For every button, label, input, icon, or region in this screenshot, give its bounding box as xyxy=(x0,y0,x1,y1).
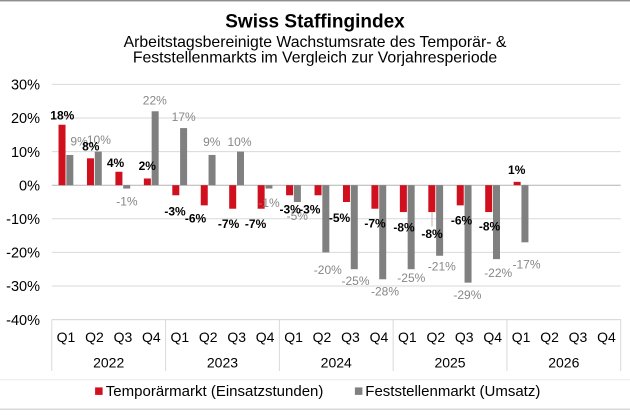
svg-text:-7%: -7% xyxy=(364,217,386,231)
svg-text:Q1: Q1 xyxy=(284,329,303,345)
svg-text:0%: 0% xyxy=(19,178,40,194)
svg-text:-3%: -3% xyxy=(164,204,186,218)
svg-text:-25%: -25% xyxy=(397,271,425,285)
svg-text:2025: 2025 xyxy=(434,355,465,371)
svg-text:Q4: Q4 xyxy=(370,329,389,345)
svg-text:Q4: Q4 xyxy=(483,329,502,345)
svg-text:Q1: Q1 xyxy=(512,329,531,345)
svg-text:10%: 10% xyxy=(11,145,40,161)
svg-text:-1%: -1% xyxy=(116,194,138,208)
svg-text:Q3: Q3 xyxy=(341,329,360,345)
svg-text:Q1: Q1 xyxy=(170,329,189,345)
svg-text:Q1: Q1 xyxy=(398,329,417,345)
svg-text:-7%: -7% xyxy=(218,217,240,231)
svg-text:-6%: -6% xyxy=(451,213,473,227)
svg-text:2026: 2026 xyxy=(548,355,579,371)
svg-text:Q2: Q2 xyxy=(85,329,104,345)
svg-text:-17%: -17% xyxy=(512,257,540,271)
svg-text:-20%: -20% xyxy=(314,263,342,277)
svg-text:-21%: -21% xyxy=(428,260,456,274)
svg-text:Q2: Q2 xyxy=(426,329,445,345)
svg-text:Temporärmarkt (Einsatzstunden): Temporärmarkt (Einsatzstunden) xyxy=(106,383,324,400)
svg-text:-7%: -7% xyxy=(245,217,267,231)
svg-text:Q4: Q4 xyxy=(256,329,275,345)
svg-text:-1%: -1% xyxy=(258,196,280,210)
svg-text:-25%: -25% xyxy=(341,274,369,288)
svg-text:Q3: Q3 xyxy=(227,329,246,345)
svg-text:9%: 9% xyxy=(70,135,88,149)
svg-text:2023: 2023 xyxy=(207,355,238,371)
svg-text:-8%: -8% xyxy=(421,227,443,241)
svg-text:22%: 22% xyxy=(143,94,167,108)
svg-text:-29%: -29% xyxy=(453,288,481,302)
svg-text:Q2: Q2 xyxy=(199,329,218,345)
svg-text:-3%: -3% xyxy=(299,202,321,216)
svg-text:17%: 17% xyxy=(172,110,196,124)
svg-text:18%: 18% xyxy=(50,109,74,123)
svg-text:-5%: -5% xyxy=(287,209,309,223)
svg-text:10%: 10% xyxy=(227,135,251,149)
svg-text:4%: 4% xyxy=(107,156,125,170)
svg-text:Q2: Q2 xyxy=(540,329,559,345)
svg-text:Q4: Q4 xyxy=(597,329,616,345)
svg-text:-8%: -8% xyxy=(393,220,415,234)
svg-text:2024: 2024 xyxy=(321,355,352,371)
svg-text:Feststellenmarkts im Vergleich: Feststellenmarkts im Vergleich zur Vorja… xyxy=(133,50,498,67)
svg-text:Q3: Q3 xyxy=(569,329,588,345)
svg-text:8%: 8% xyxy=(82,140,100,154)
svg-text:Q4: Q4 xyxy=(142,329,161,345)
svg-text:Q3: Q3 xyxy=(114,329,133,345)
svg-text:-20%: -20% xyxy=(6,246,40,262)
svg-text:Arbeitstagsbereinigte Wachstum: Arbeitstagsbereinigte Wachstumsrate des … xyxy=(124,34,507,51)
svg-text:-8%: -8% xyxy=(479,220,501,234)
svg-text:Q2: Q2 xyxy=(313,329,332,345)
svg-text:-3%: -3% xyxy=(280,202,302,216)
svg-text:-28%: -28% xyxy=(371,284,399,298)
svg-text:Feststellenmarkt (Umsatz): Feststellenmarkt (Umsatz) xyxy=(365,383,540,400)
svg-text:20%: 20% xyxy=(11,111,40,127)
svg-text:Q1: Q1 xyxy=(57,329,76,345)
svg-text:9%: 9% xyxy=(203,135,221,149)
svg-text:-6%: -6% xyxy=(185,212,207,226)
svg-text:10%: 10% xyxy=(87,133,111,147)
svg-text:Swiss Staffingindex: Swiss Staffingindex xyxy=(225,11,405,32)
svg-text:2022: 2022 xyxy=(93,355,124,371)
svg-text:-30%: -30% xyxy=(6,279,40,295)
svg-text:Q3: Q3 xyxy=(455,329,474,345)
svg-text:2%: 2% xyxy=(139,159,157,173)
svg-text:-40%: -40% xyxy=(6,313,40,329)
svg-text:-5%: -5% xyxy=(329,211,351,225)
svg-text:-10%: -10% xyxy=(6,212,40,228)
svg-text:1%: 1% xyxy=(508,163,526,177)
svg-text:-22%: -22% xyxy=(484,266,512,280)
svg-text:30%: 30% xyxy=(11,78,40,94)
